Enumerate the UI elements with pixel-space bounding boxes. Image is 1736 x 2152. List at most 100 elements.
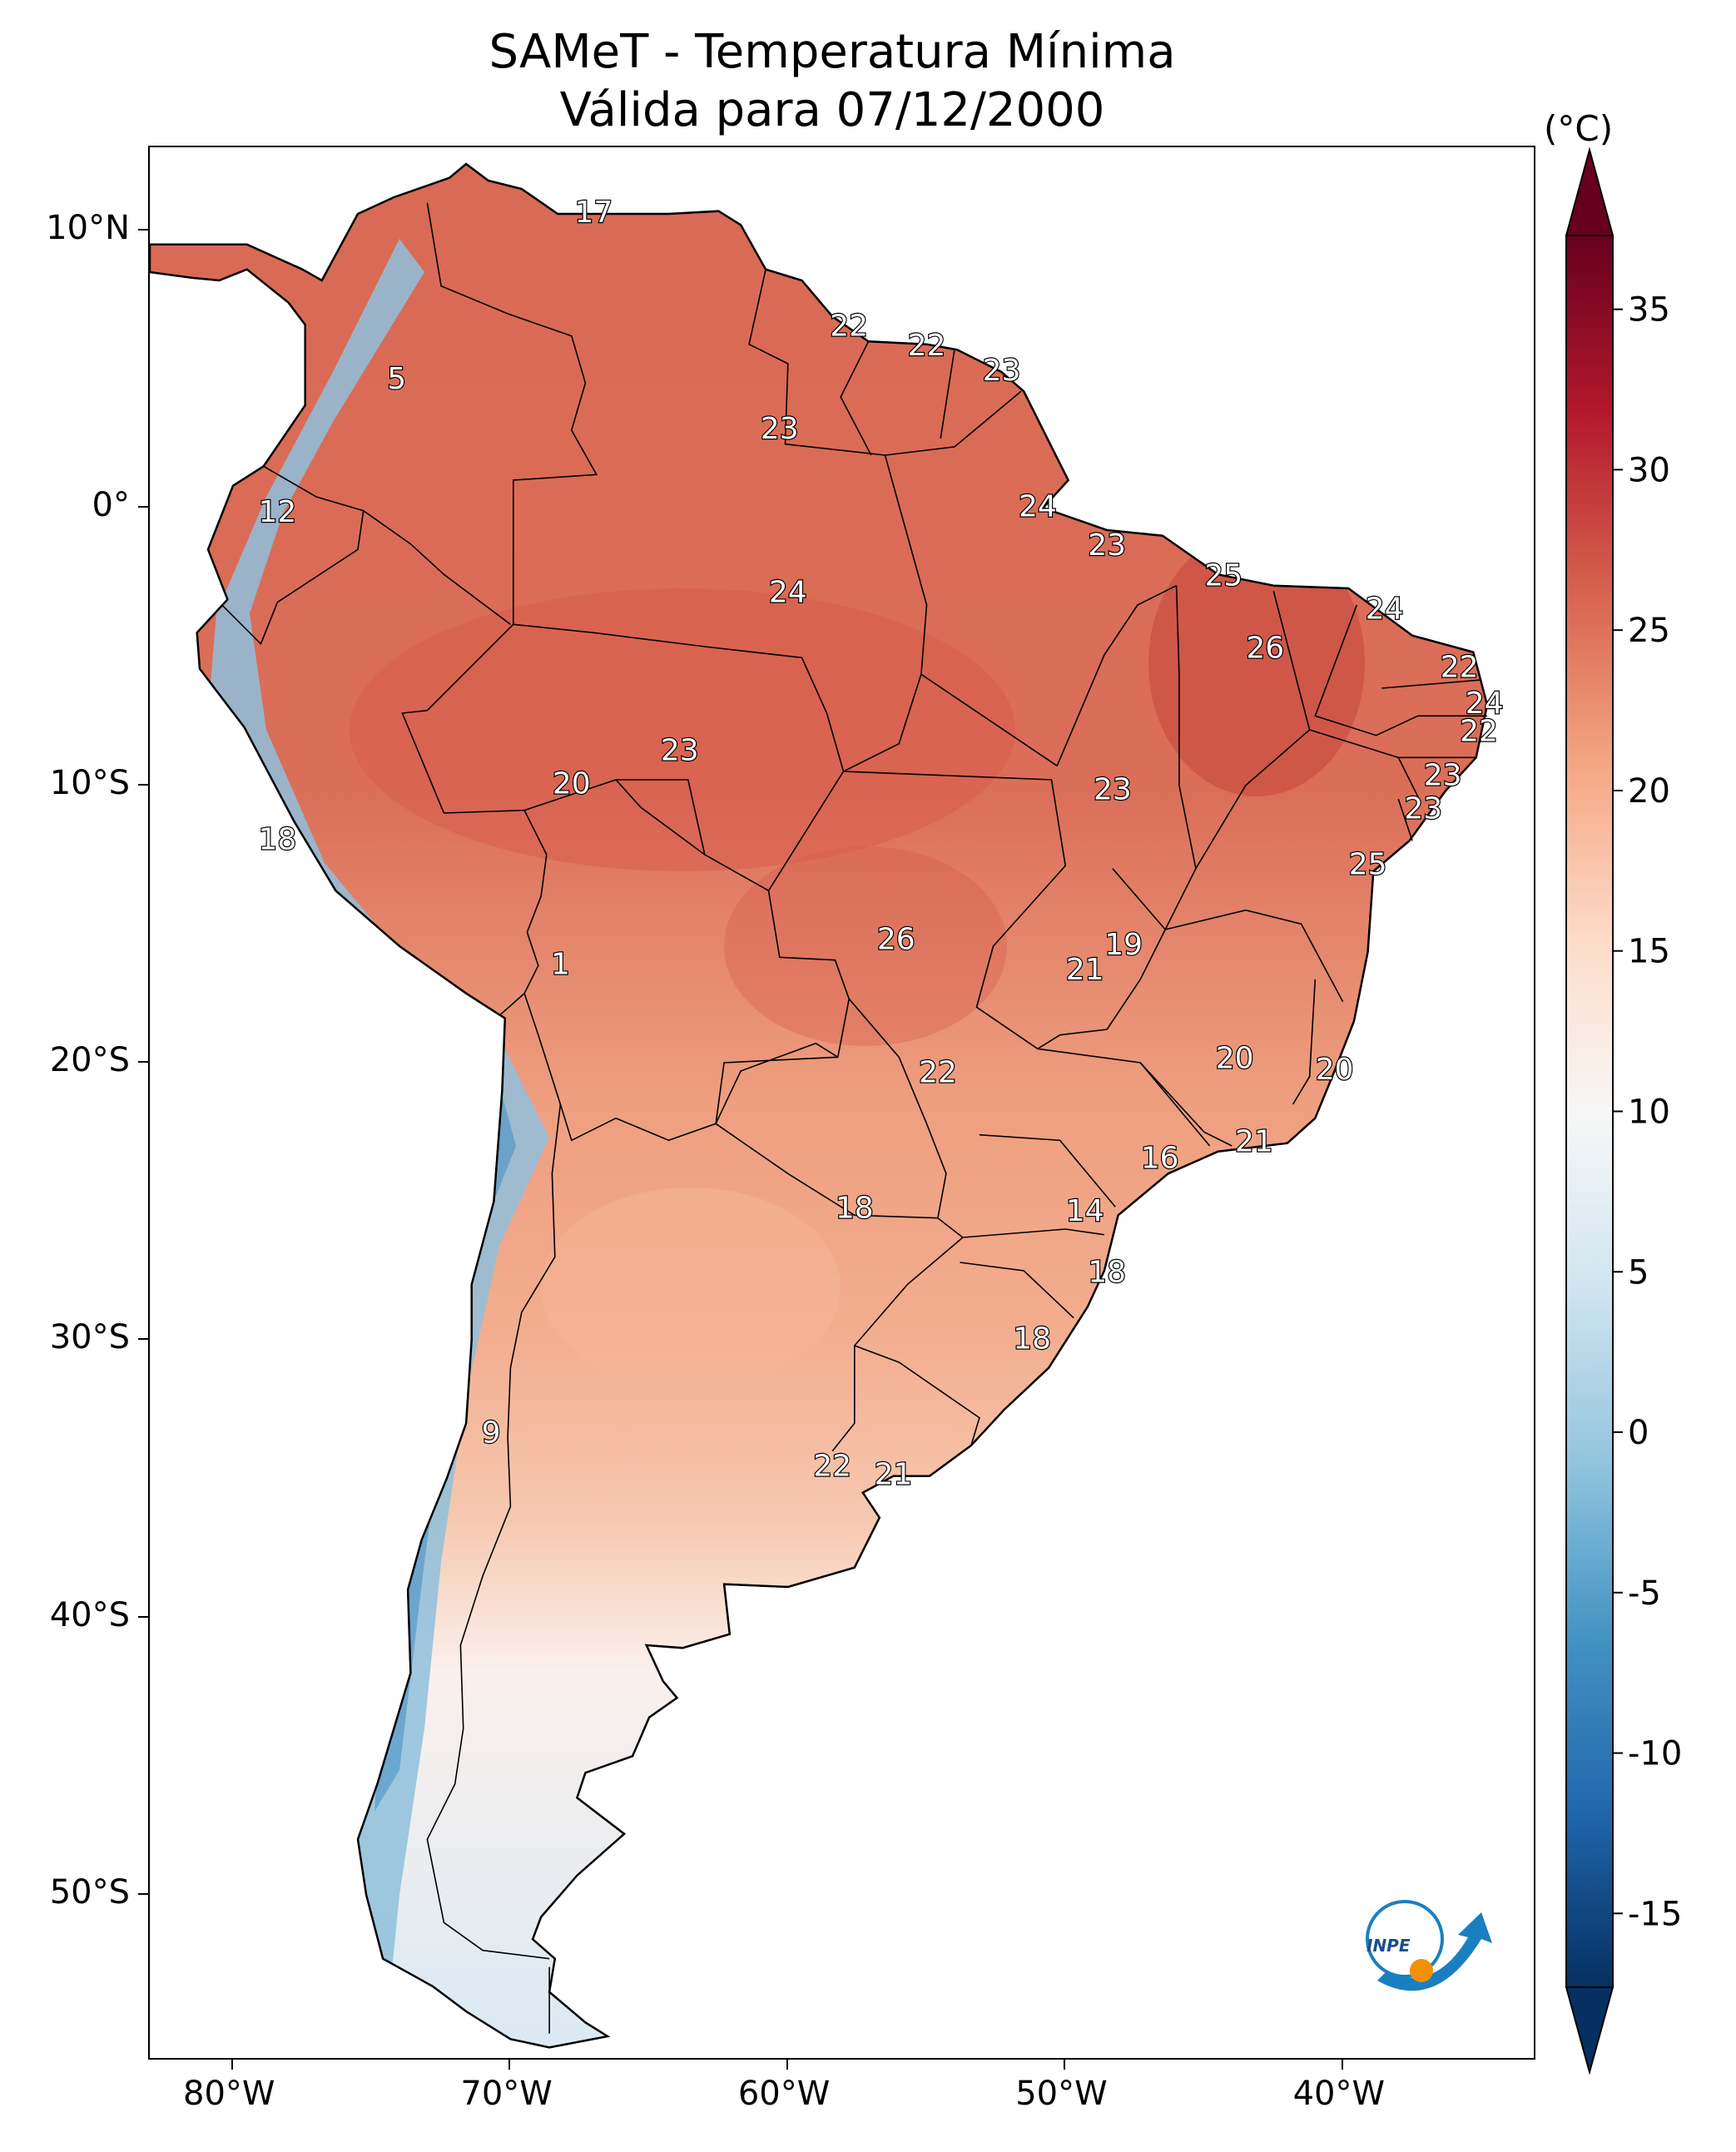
border-line [1165,909,1344,1003]
station-value-label: 18 [836,1192,874,1226]
longitude-tick-mark [1341,2060,1343,2070]
station-value-label: 22 [1460,714,1498,748]
border-line [884,454,1058,766]
border-line [854,1345,980,1446]
latitude-tick-mark [138,783,148,786]
colorbar-tick-label: 30 [1628,451,1670,489]
latitude-tick-label: 30°S [49,1318,130,1357]
station-value-label: 20 [1216,1042,1254,1076]
station-value-label: 23 [661,734,699,768]
longitude-tick-label: 80°W [183,2075,275,2113]
station-value-label: 22 [919,1055,957,1089]
station-value-label: 17 [574,196,613,230]
station-value-label: 24 [1366,593,1404,627]
colorbar-tick-label: 10 [1628,1093,1670,1132]
station-value-label: 18 [1013,1321,1051,1356]
station-value-label: 21 [1235,1125,1273,1159]
station-value-label: 22 [830,310,868,344]
station-value-label: 26 [1246,631,1284,665]
latitude-tick-mark [138,506,148,508]
border-line [1292,979,1317,1105]
colorbar-bottom-arrow [1565,1986,1614,2075]
border-line [401,202,598,814]
longitude-tick-mark [786,2060,788,2070]
station-value-label: 14 [1066,1194,1104,1228]
latitude-tick-mark [138,1893,148,1895]
station-value-label: 25 [1349,847,1387,881]
map-panel: 17 22 22 23 5 23 12 24 23 25 24 24 26 22 24 22 23 23 20 23 2… [148,146,1535,2060]
inpe-logo: INPE [1366,1900,1492,1991]
longitude-tick-label: 70°W [460,2075,553,2113]
colorbar-tick-label: 25 [1628,612,1670,650]
border-line [1139,1062,1211,1147]
border-line [715,1042,938,1219]
station-value-label: 16 [1141,1142,1179,1176]
colorbar-top-arrow [1565,146,1614,236]
colorbar-tick-label: -5 [1628,1574,1661,1613]
latitude-tick-mark [138,1338,148,1341]
colorbar-tick-label: 35 [1628,291,1670,330]
border-line [1314,604,1418,736]
title-line-2: Válida para 07/12/2000 [559,83,1105,137]
border-line [1397,799,1413,841]
station-value-label: 22 [908,329,946,363]
south-america-land [150,162,1489,2049]
map-title: SAMeT - Temperatura Mínima Válida para 0… [141,23,1523,140]
latitude-tick-label: 10°N [46,209,130,247]
station-value-label: 21 [875,1458,913,1492]
colorbar-tick-label: -10 [1628,1735,1682,1773]
station-value-label: 23 [761,412,799,446]
longitude-tick-label: 60°W [737,2075,831,2113]
border-line [363,510,511,625]
border-line [979,1133,1116,1207]
colorbar-body [1565,235,1614,1988]
latitude-tick-label: 50°S [49,1873,130,1912]
colorbar-ticks: 35 30 25 20 15 10 5 0 -5 -10 -15 [1613,291,1682,1933]
station-value-label: 1 [551,947,570,981]
border-line [1195,591,1311,870]
station-value-label: 20 [1316,1053,1354,1087]
station-value-label: 23 [1424,759,1462,793]
station-value-label: 24 [769,576,807,610]
border-line [513,623,845,772]
border-line [962,1228,1105,1238]
logo-text: INPE [1366,1936,1411,1956]
latitude-tick-mark [138,1615,148,1618]
station-value-label: 25 [1204,559,1242,593]
colorbar-tick-label: 15 [1628,933,1670,971]
latitude-tick-mark [138,1061,148,1063]
latitude-tick-label: 20°S [49,1041,130,1079]
station-value-label: 22 [813,1450,851,1484]
coastline [150,162,1489,2049]
border-line [221,465,365,646]
station-value-label: 23 [1094,772,1132,806]
border-line [960,1262,1074,1319]
station-value-label: 18 [1088,1255,1126,1289]
station-value-label: 18 [258,822,296,856]
border-line [1309,729,1421,803]
border-line [616,779,706,855]
latitude-tick-label: 40°S [49,1595,130,1634]
latitude-tick-mark [138,229,148,231]
station-value-label: 22 [1441,651,1479,685]
colorbar-tick-label: 5 [1628,1253,1649,1292]
longitude-tick-label: 50°W [1015,2075,1108,2113]
border-line [1037,868,1167,1049]
station-value-label: 9 [482,1416,501,1450]
border-line [840,340,872,456]
border-line [767,771,1233,1147]
border-line [843,674,922,772]
longitude-tick-mark [1064,2060,1066,2070]
border-line [748,269,1022,456]
colorbar: 35 30 25 20 15 10 5 0 -5 -10 -15 [1565,146,1682,2075]
colorbar-tick-label: 0 [1628,1414,1649,1452]
latitude-tick-label: 10°S [49,763,130,802]
station-value-label: 24 [1466,687,1504,721]
station-value-label: 5 [387,362,406,396]
station-value-label: 23 [983,354,1021,388]
colorbar-tick-label: 20 [1628,772,1670,811]
station-value-label: 19 [1104,928,1143,962]
colorbar-unit: (°C) [1544,108,1614,149]
